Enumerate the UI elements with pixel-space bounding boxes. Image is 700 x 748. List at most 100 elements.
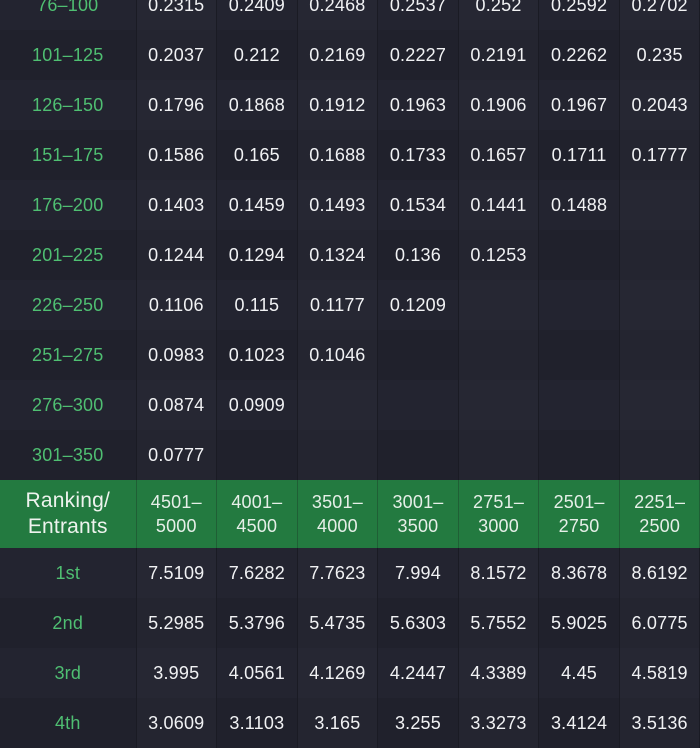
payout-value-cell: 5.2985 — [136, 598, 218, 648]
payout-value-cell: 0.1106 — [136, 280, 218, 330]
entrants-label: Entrants — [27, 515, 108, 538]
payout-value-cell: 0.1253 — [458, 230, 540, 280]
table-row: 1st 7.5109 7.6282 7.7623 7.994 8.1572 8.3678 8.… — [0, 548, 700, 598]
payout-value-cell: 0.115 — [216, 280, 298, 330]
entrants-column-header: 2251– 2500 — [619, 480, 700, 548]
payout-value-cell: 7.5109 — [136, 548, 218, 598]
entrants-range-start: 2251– — [634, 492, 686, 512]
payout-value-cell: 0.1711 — [538, 130, 620, 180]
rank-range-cell: 251–275 — [0, 330, 137, 380]
rank-range-cell: 3rd — [0, 648, 137, 698]
payout-value-cell: 8.1572 — [458, 548, 540, 598]
payout-value-cell: 0.2262 — [538, 30, 620, 80]
entrants-range-start: 3001– — [392, 492, 444, 512]
rank-range-cell: 1st — [0, 548, 137, 598]
payout-value-cell — [538, 380, 620, 430]
rank-range-cell: 276–300 — [0, 380, 137, 430]
entrants-range-start: 3501– — [311, 492, 363, 512]
payout-value-cell: 0.2702 — [619, 0, 700, 30]
payout-value-cell — [377, 430, 459, 480]
rank-range-cell: 76–100 — [0, 0, 137, 30]
payout-value-cell — [458, 380, 540, 430]
entrants-range-end: 5000 — [155, 516, 197, 536]
rank-range-cell: 176–200 — [0, 180, 137, 230]
payout-value-cell: 0.136 — [377, 230, 459, 280]
payout-value-cell: 0.212 — [216, 30, 298, 80]
payout-value-cell — [458, 430, 540, 480]
payout-value-cell: 0.1023 — [216, 330, 298, 380]
payout-value-cell: 0.2169 — [297, 30, 379, 80]
payout-value-cell: 0.2037 — [136, 30, 218, 80]
payout-table-body-upper: 76–100 0.2315 0.2409 0.2468 0.2537 0.252 0.259… — [0, 0, 700, 480]
rank-range-cell: 101–125 — [0, 30, 137, 80]
payout-value-cell: 5.6303 — [377, 598, 459, 648]
payout-value-cell: 0.1046 — [297, 330, 379, 380]
rank-range-cell: 4th — [0, 698, 137, 748]
payout-value-cell: 0.1177 — [297, 280, 379, 330]
payout-value-cell: 0.2592 — [538, 0, 620, 30]
payout-value-cell: 4.5819 — [619, 648, 700, 698]
payout-value-cell: 0.1963 — [377, 80, 459, 130]
entrants-range-end: 2500 — [639, 516, 681, 536]
payout-value-cell — [619, 180, 700, 230]
payout-value-cell — [538, 330, 620, 380]
payout-value-cell: 0.1777 — [619, 130, 700, 180]
ranking-entrants-label: Ranking/ Entrants — [0, 480, 137, 548]
payout-value-cell: 0.2315 — [136, 0, 218, 30]
payout-value-cell — [377, 380, 459, 430]
payout-value-cell — [538, 430, 620, 480]
entrants-range-end: 4000 — [316, 516, 358, 536]
payout-value-cell: 0.1244 — [136, 230, 218, 280]
payout-value-cell — [619, 230, 700, 280]
table-row: 101–125 0.2037 0.212 0.2169 0.2227 0.2191 0.22… — [0, 30, 700, 80]
table-row: 151–175 0.1586 0.165 0.1688 0.1733 0.1657 0.17… — [0, 130, 700, 180]
payout-value-cell: 0.0874 — [136, 380, 218, 430]
payout-value-cell: 0.1796 — [136, 80, 218, 130]
payout-value-cell: 0.2409 — [216, 0, 298, 30]
payout-value-cell — [538, 230, 620, 280]
payout-value-cell — [297, 380, 379, 430]
entrants-range-end: 4500 — [236, 516, 278, 536]
payout-value-cell: 0.1493 — [297, 180, 379, 230]
payout-value-cell: 0.2227 — [377, 30, 459, 80]
payout-value-cell — [377, 330, 459, 380]
payout-value-cell: 3.995 — [136, 648, 218, 698]
ranking-entrants-header: Ranking/ Entrants 4501– 5000 4001– 4500 35… — [0, 480, 700, 548]
payout-value-cell: 0.1688 — [297, 130, 379, 180]
payout-value-cell: 4.0561 — [216, 648, 298, 698]
payout-value-cell: 0.1912 — [297, 80, 379, 130]
entrants-range-end: 3500 — [397, 516, 439, 536]
rank-range-cell: 201–225 — [0, 230, 137, 280]
payout-value-cell: 4.2447 — [377, 648, 459, 698]
payout-value-cell: 7.994 — [377, 548, 459, 598]
entrants-range-start: 2501– — [553, 492, 605, 512]
payout-value-cell — [619, 280, 700, 330]
payout-value-cell: 0.1441 — [458, 180, 540, 230]
payout-value-cell: 8.3678 — [538, 548, 620, 598]
payout-value-cell: 0.1459 — [216, 180, 298, 230]
table-row: 301–350 0.0777 — [0, 430, 700, 480]
table-row: 201–225 0.1244 0.1294 0.1324 0.136 0.1253 — [0, 230, 700, 280]
payout-value-cell: 3.0609 — [136, 698, 218, 748]
payout-value-cell: 0.235 — [619, 30, 700, 80]
entrants-column-header: 2501– 2750 — [538, 480, 620, 548]
payout-value-cell: 0.2043 — [619, 80, 700, 130]
payout-value-cell: 0.1403 — [136, 180, 218, 230]
payout-value-cell: 0.1534 — [377, 180, 459, 230]
payout-value-cell: 0.0983 — [136, 330, 218, 380]
payout-value-cell: 0.1209 — [377, 280, 459, 330]
payout-value-cell: 0.1906 — [458, 80, 540, 130]
payout-value-cell: 5.9025 — [538, 598, 620, 648]
payout-value-cell: 3.1103 — [216, 698, 298, 748]
payout-value-cell: 0.1868 — [216, 80, 298, 130]
payout-value-cell: 0.1294 — [216, 230, 298, 280]
payout-table-body-lower: 1st 7.5109 7.6282 7.7623 7.994 8.1572 8.3678 8.… — [0, 548, 700, 748]
payout-value-cell — [619, 330, 700, 380]
payout-value-cell — [458, 280, 540, 330]
table-row: 4th 3.0609 3.1103 3.165 3.255 3.3273 3.4124 3.5… — [0, 698, 700, 748]
payout-value-cell: 7.7623 — [297, 548, 379, 598]
payout-value-cell: 3.4124 — [538, 698, 620, 748]
payout-value-cell: 0.2468 — [297, 0, 379, 30]
ranking-label: Ranking/ — [25, 489, 110, 512]
